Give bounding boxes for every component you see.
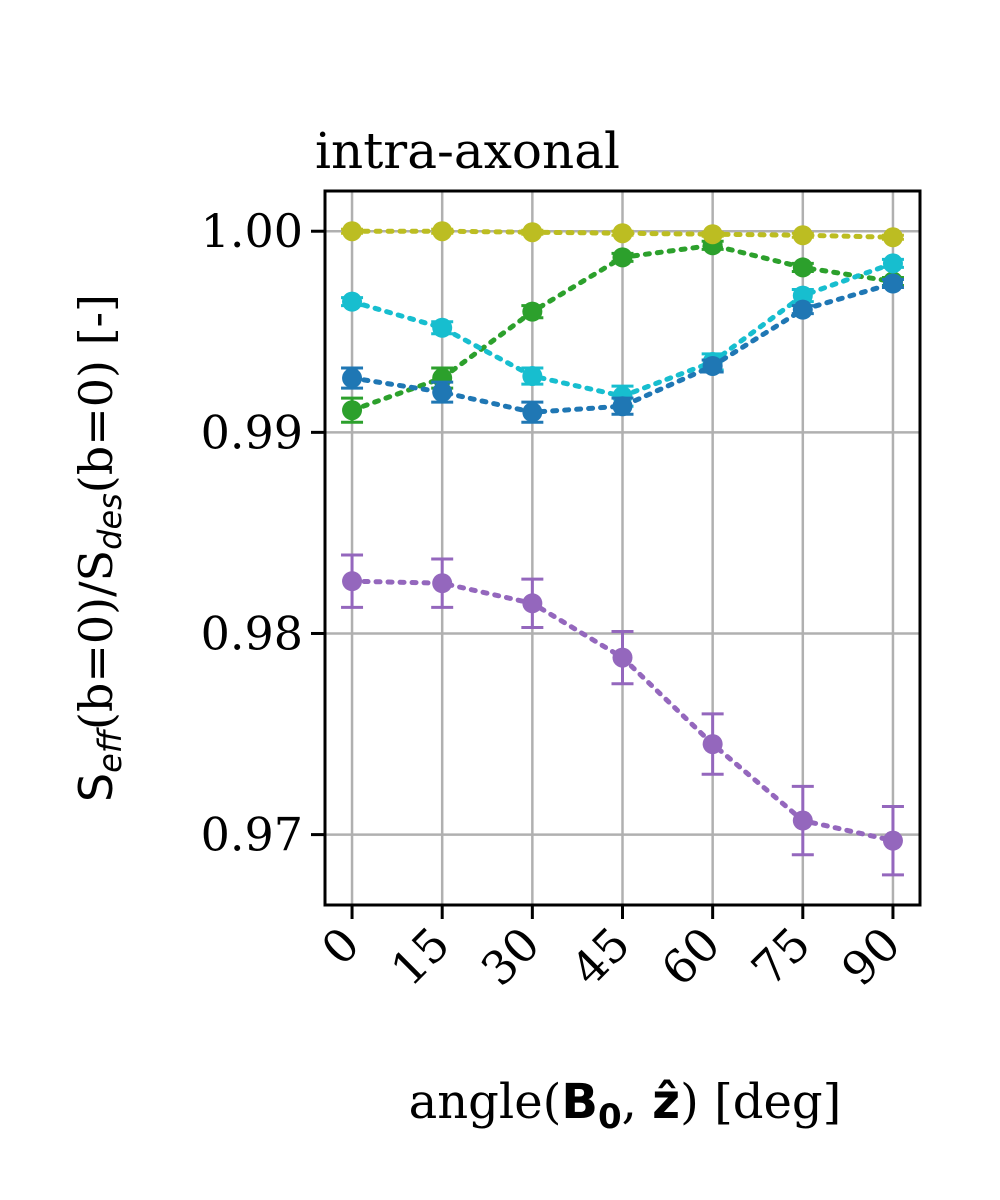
data-point bbox=[792, 285, 813, 306]
data-point bbox=[432, 382, 453, 403]
y-tick-label: 0.98 bbox=[201, 606, 303, 660]
data-point bbox=[342, 571, 363, 592]
x-axis-label-b: B bbox=[561, 1074, 598, 1130]
x-axis-label-z: ẑ bbox=[652, 1074, 680, 1130]
x-axis-label-b-sub: 0 bbox=[598, 1097, 622, 1137]
data-point bbox=[882, 273, 903, 294]
y-axis-label-s1: S bbox=[69, 773, 123, 802]
x-axis-label-comma: , bbox=[622, 1074, 653, 1130]
data-point bbox=[792, 225, 813, 246]
data-point bbox=[522, 402, 543, 423]
data-point bbox=[342, 221, 363, 242]
y-axis-label: Seff(b=0)/Sdes(b=0) [-] bbox=[69, 294, 129, 802]
data-point bbox=[792, 810, 813, 831]
data-point bbox=[522, 222, 543, 243]
data-point bbox=[702, 734, 723, 755]
data-point bbox=[612, 247, 633, 268]
y-axis-label-end: (b=0) [-] bbox=[69, 294, 123, 493]
x-axis-label: angle(B0, ẑ) [deg] bbox=[409, 1074, 842, 1137]
data-point bbox=[882, 227, 903, 248]
series-0 bbox=[341, 553, 904, 877]
data-point bbox=[612, 396, 633, 417]
y-axis-label-sub2: des bbox=[91, 493, 129, 550]
x-axis-label-pre: angle( bbox=[409, 1074, 562, 1130]
series-layer bbox=[341, 221, 904, 877]
data-point bbox=[522, 301, 543, 322]
data-point bbox=[702, 224, 723, 245]
x-axis-label-post: ) [deg] bbox=[680, 1074, 841, 1130]
y-tick-label: 0.97 bbox=[201, 808, 303, 862]
data-point bbox=[432, 221, 453, 242]
chart-title: intra-axonal bbox=[315, 122, 620, 180]
y-axis-label-sub1: eff bbox=[91, 726, 129, 773]
data-point bbox=[792, 299, 813, 320]
series-2 bbox=[341, 253, 904, 408]
data-point bbox=[432, 573, 453, 594]
series-3 bbox=[341, 273, 904, 424]
data-point bbox=[342, 368, 363, 389]
data-point bbox=[342, 291, 363, 312]
data-point bbox=[792, 257, 813, 278]
y-tick-label: 1.00 bbox=[201, 204, 303, 258]
data-point bbox=[522, 593, 543, 614]
y-tick-label: 0.99 bbox=[201, 405, 303, 459]
data-point bbox=[342, 400, 363, 421]
data-point bbox=[882, 253, 903, 274]
data-point bbox=[702, 355, 723, 376]
y-axis-label-mid-paren: (b=0)/S bbox=[69, 550, 123, 730]
data-point bbox=[432, 317, 453, 338]
series-4 bbox=[341, 221, 904, 248]
data-point bbox=[612, 223, 633, 244]
data-point bbox=[522, 366, 543, 387]
data-point bbox=[882, 830, 903, 851]
data-point bbox=[612, 647, 633, 668]
